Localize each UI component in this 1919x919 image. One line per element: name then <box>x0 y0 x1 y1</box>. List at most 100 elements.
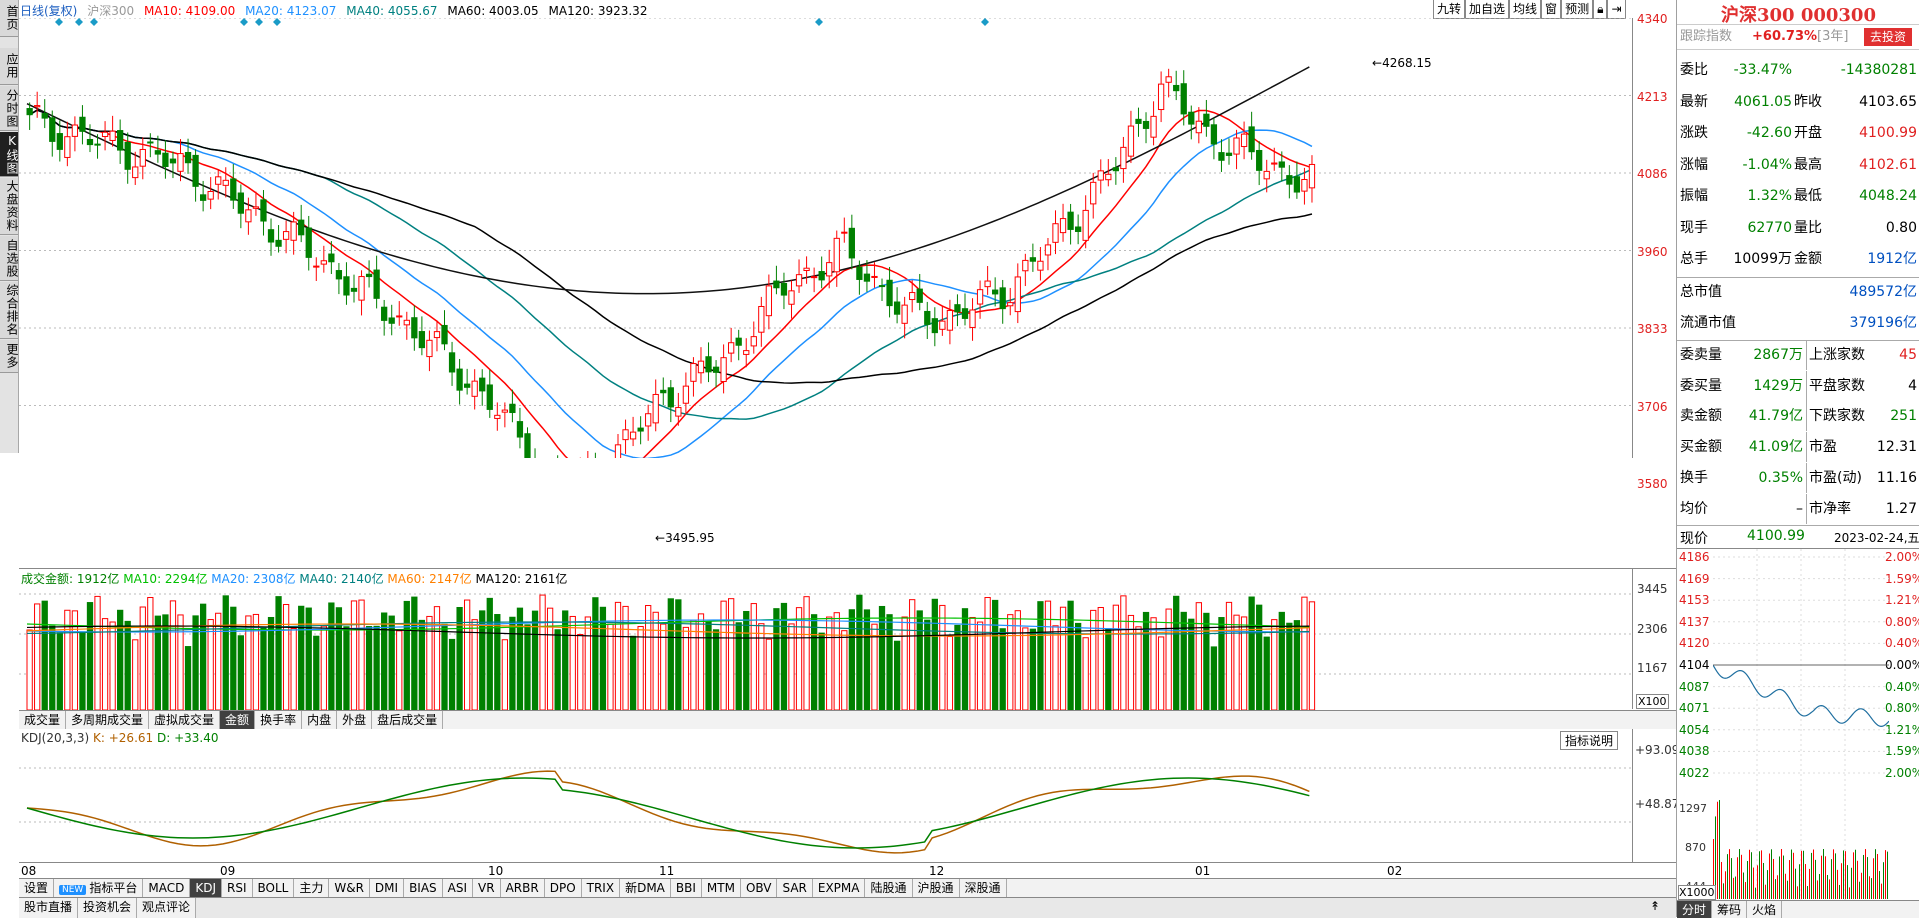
intraday-price-tick: 4038 <box>1679 744 1710 759</box>
kdj-chart[interactable] <box>19 748 1632 862</box>
stat-label: 买金额 <box>1680 439 1722 456</box>
tab-wr[interactable]: W&R <box>329 879 370 897</box>
add-watchlist-button[interactable]: 加自选 <box>1465 0 1510 19</box>
ma120-label: MA120: 3923.32 <box>548 4 648 18</box>
x-label-feb: 02 <box>1387 864 1403 878</box>
ma10-label: MA10: 4109.00 <box>143 4 236 18</box>
indicator-help-button[interactable]: 指标说明 <box>1560 731 1619 750</box>
tab-new-dma[interactable]: 新DMA <box>620 879 671 897</box>
lock-icon[interactable]: 🔒︎ <box>1593 0 1608 19</box>
tab-after-hours[interactable]: 盘后成交量 <box>372 711 444 729</box>
tab-volume[interactable]: 成交量 <box>19 711 67 729</box>
intraday-pct-tick: 2.00% <box>1885 550 1919 564</box>
x-label-nov: 11 <box>659 864 675 878</box>
tab-hk-connect[interactable]: 陆股通 <box>865 879 913 897</box>
tab-dpo[interactable]: DPO <box>544 879 582 897</box>
tab-mtm[interactable]: MTM <box>701 879 741 897</box>
tab-indicator-platform-label: 指标平台 <box>89 881 138 895</box>
stat-value-2: 251 <box>1890 408 1917 425</box>
tab-boll[interactable]: BOLL <box>252 879 295 897</box>
tab-timeshare[interactable]: 分时 <box>1677 901 1713 918</box>
tab-arbr[interactable]: ARBR <box>500 879 545 897</box>
tab-sh-connect[interactable]: 沪股通 <box>912 879 960 897</box>
tab-macd[interactable]: MACD <box>143 879 191 897</box>
tab-sz-connect[interactable]: 深股通 <box>959 879 1007 897</box>
intraday-price-tick: 4120 <box>1679 636 1710 651</box>
nav-market-info[interactable]: 大盘资料 <box>0 178 19 235</box>
nav-watchlist[interactable]: 自选股 <box>0 236 19 281</box>
tab-amount[interactable]: 金额 <box>220 711 256 729</box>
intraday-chart[interactable] <box>1713 549 1889 901</box>
vol-tick-high: 3445 <box>1637 582 1668 596</box>
ma-button[interactable]: 均线 <box>1509 0 1542 19</box>
tab-indicator-platform[interactable]: NEW 指标平台 <box>54 879 144 897</box>
intraday-vol-tick-1: 1297 <box>1679 802 1707 815</box>
nav-apps[interactable]: 应用 <box>0 48 19 85</box>
tab-sar[interactable]: SAR <box>777 879 813 897</box>
window-button[interactable]: 窗 <box>1541 0 1562 19</box>
tab-main-force[interactable]: 主力 <box>294 879 330 897</box>
nav-timeshare[interactable]: 分时图 <box>0 86 19 131</box>
tab-virtual-volume[interactable]: 虚拟成交量 <box>149 711 221 729</box>
scroll-top-icon[interactable]: ↟ <box>1650 899 1661 913</box>
stat-label-2: 平盘家数 <box>1806 370 1865 401</box>
tab-flame[interactable]: 火焰 <box>1747 901 1783 918</box>
tab-bbi[interactable]: BBI <box>670 879 702 897</box>
tab-asi[interactable]: ASI <box>442 879 474 897</box>
x-label-oct: 10 <box>488 864 504 878</box>
tab-live[interactable]: 股市直播 <box>19 898 79 918</box>
tab-dmi[interactable]: DMI <box>369 879 405 897</box>
intraday-pct-tick: 0.80% <box>1885 614 1919 629</box>
tab-settings[interactable]: 设置 <box>19 879 55 897</box>
invest-button[interactable]: 去投资 <box>1864 28 1913 46</box>
quote-label: 最新 <box>1680 93 1708 110</box>
vol-ma60-label: MA60: 2147亿 <box>387 572 472 586</box>
quote-value: 10099万 <box>1733 251 1792 267</box>
tab-trix[interactable]: TRIX <box>581 879 621 897</box>
kline-chart[interactable] <box>19 18 1632 458</box>
nav-ranking[interactable]: 综合排名 <box>0 282 19 339</box>
tab-obv[interactable]: OBV <box>740 879 778 897</box>
left-nav: 首页 应用 分时图 K线图 大盘资料 自选股 综合排名 更多 <box>0 0 19 453</box>
nav-more[interactable]: 更多 <box>0 340 19 373</box>
tab-multi-period-volume[interactable]: 多周期成交量 <box>66 711 150 729</box>
tab-kdj[interactable]: KDJ <box>190 879 222 897</box>
stat-row: 换手 0.35% 市盈(动) 11.16 <box>1677 462 1919 493</box>
forecast-button[interactable]: 预测 <box>1561 0 1594 19</box>
stat-label-2: 市盈(动) <box>1806 462 1862 493</box>
tab-bias[interactable]: BIAS <box>404 879 443 897</box>
quote-divider <box>1677 277 1919 278</box>
tab-expma[interactable]: EXPMA <box>812 879 866 897</box>
stat-value: 41.79亿 <box>1748 408 1803 425</box>
quote-divider-3 <box>1677 525 1919 526</box>
tab-rsi[interactable]: RSI <box>222 879 253 897</box>
quote-value: 4061.05 <box>1734 93 1792 110</box>
track-value: +60.73% <box>1752 29 1818 44</box>
high-label: ←4268.15 <box>1372 56 1432 70</box>
intraday-price-tick: 4186 <box>1679 550 1710 564</box>
ma20-label: MA20: 4123.07 <box>245 4 337 18</box>
tab-chips[interactable]: 筹码 <box>1712 901 1748 918</box>
nine-turn-button[interactable]: 九转 <box>1433 0 1466 19</box>
price-axis: 4340 4213 4086 3960 3833 3706 3580 <box>1632 12 1677 491</box>
tab-opinions[interactable]: 观点评论 <box>137 898 197 918</box>
stat-row: 卖金额 41.79亿 下跌家数 251 <box>1677 401 1919 432</box>
tab-inner[interactable]: 内盘 <box>302 711 338 729</box>
nav-home[interactable]: 首页 <box>0 0 19 37</box>
collapse-right-icon[interactable]: ⇥ <box>1607 0 1626 19</box>
intraday-pct-tick: 2.00% <box>1885 766 1919 780</box>
tab-opportunities[interactable]: 投资机会 <box>78 898 138 918</box>
tab-outer[interactable]: 外盘 <box>337 711 373 729</box>
vol-ma40-label: MA40: 2140亿 <box>299 572 384 586</box>
tab-turnover[interactable]: 换手率 <box>255 711 303 729</box>
vol-tick-mid: 2306 <box>1637 622 1668 636</box>
intraday-tabs: 分时 筹码 火焰 <box>1677 900 1919 918</box>
quote-value-2: 4100.99 <box>1859 125 1917 141</box>
nav-kline[interactable]: K线图 <box>0 132 19 177</box>
x-label-aug: 08 <box>21 864 37 878</box>
quote-divider-2 <box>1677 340 1919 341</box>
chart-mode[interactable]: 日线(复权) <box>20 4 78 18</box>
volume-chart[interactable] <box>19 584 1632 710</box>
tab-vr[interactable]: VR <box>473 879 501 897</box>
quote-label: 涨幅 <box>1680 156 1708 173</box>
